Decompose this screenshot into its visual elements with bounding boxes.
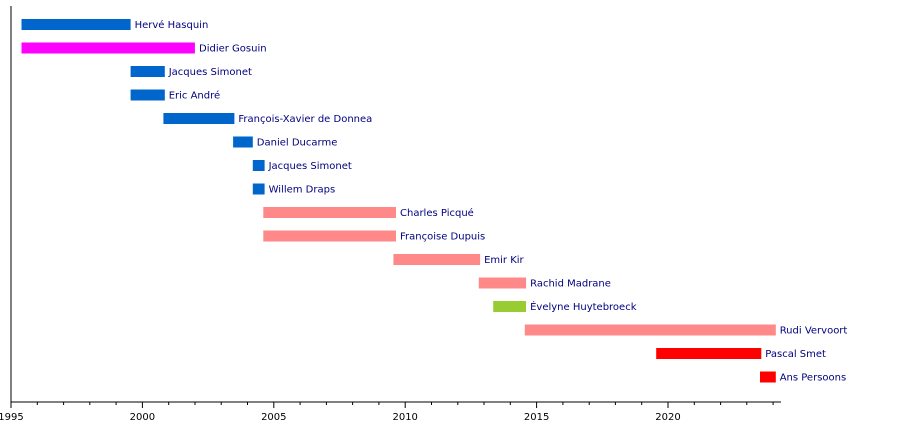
bar-label-8: Charles Picqué — [400, 207, 474, 219]
bar-6 — [252, 160, 265, 171]
x-tick-label-0: 1995 — [0, 412, 24, 423]
bar-label-1: Didier Gosuin — [199, 44, 267, 55]
bar-1 — [21, 42, 195, 54]
bar-label-2: Jacques Simonet — [168, 67, 252, 78]
bar-label-15: Ans Persoons — [780, 373, 847, 384]
bar-label-3: Eric André — [169, 90, 220, 102]
bar-0 — [21, 19, 131, 30]
bar-8 — [263, 207, 396, 218]
bar-label-9: Françoise Dupuis — [400, 232, 485, 243]
x-tick-label-4: 2015 — [524, 412, 549, 423]
bar-14 — [656, 348, 762, 359]
x-tick-label-1: 2000 — [130, 412, 155, 423]
axes-layer — [10, 6, 781, 403]
bar-11 — [478, 277, 527, 289]
bars-layer: Hervé Hasquin Didier Gosuin Jacques Simone… — [21, 19, 848, 384]
bar-13 — [524, 324, 776, 336]
bar-label-7: Willem Draps — [269, 185, 336, 196]
bar-label-12: Évelyne Huytebroeck — [530, 300, 637, 313]
bar-10 — [393, 254, 481, 265]
bar-4 — [163, 113, 235, 124]
bar-label-0: Hervé Hasquin — [135, 19, 209, 31]
bar-label-6: Jacques Simonet — [268, 161, 352, 172]
x-tick-label-3: 2010 — [392, 412, 417, 423]
bar-5 — [233, 136, 253, 148]
bar-label-13: Rudi Vervoort — [780, 326, 848, 337]
x-tick-label-2: 2005 — [261, 412, 286, 423]
x-tick-label-5: 2020 — [655, 412, 680, 423]
x-axis-ticks: 1995 2000 2005 2010 2015 2020 — [0, 402, 774, 423]
bar-9 — [263, 230, 396, 242]
bar-2 — [130, 66, 165, 77]
bar-12 — [493, 301, 526, 312]
bar-3 — [130, 89, 165, 101]
bar-label-11: Rachid Madrane — [530, 279, 611, 290]
bar-label-10: Emir Kir — [484, 255, 524, 266]
bar-label-5: Daniel Ducarme — [257, 138, 338, 149]
bar-label-4: François-Xavier de Donnea — [238, 114, 372, 125]
bar-7 — [252, 183, 265, 195]
bar-15 — [760, 371, 776, 383]
bar-label-14: Pascal Smet — [765, 349, 826, 360]
